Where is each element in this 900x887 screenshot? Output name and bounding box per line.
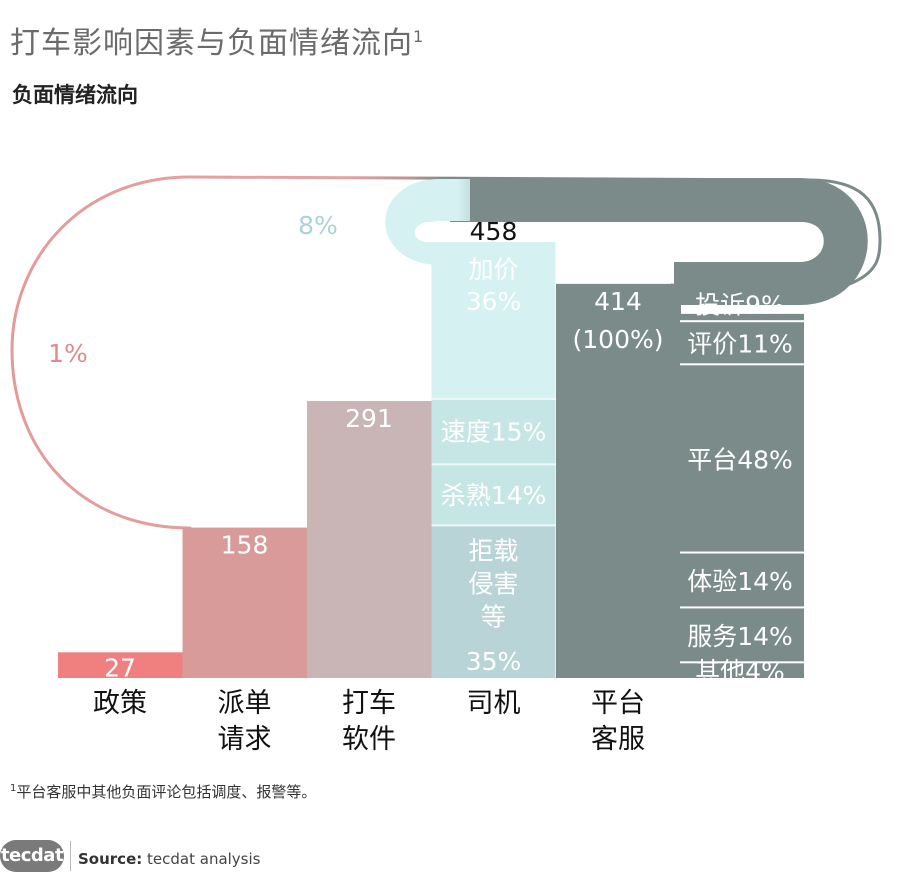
footer-divider: [70, 841, 71, 871]
platform-segment-label-6: 投诉9%: [695, 291, 785, 320]
bar-2: [182, 527, 308, 678]
source-label: Source:: [78, 850, 143, 868]
flow-label-driver: 8%: [298, 211, 338, 240]
driver-segment-label-1-line-2: 侵害: [468, 569, 518, 598]
footnote-mark: 1: [10, 783, 17, 794]
category-label-3-line-1: 打车: [342, 688, 396, 719]
driver-separator-2: [431, 463, 556, 466]
footer: tecdat Source: tecdat analysis: [0, 835, 900, 879]
value-label-1: 27: [104, 653, 136, 682]
bar-3: [307, 400, 432, 678]
driver-segment-label-2: 杀熟14%: [441, 481, 547, 510]
platform-separator-1: [680, 661, 804, 664]
category-label-5-line-2: 客服: [591, 724, 645, 755]
category-label-3-line-2: 软件: [342, 724, 396, 755]
platform-separator-2: [680, 606, 804, 609]
flow-label-policy: 1%: [48, 339, 88, 368]
platform-segment-label-2: 服务14%: [687, 622, 793, 651]
platform-flow-band: [450, 178, 868, 305]
category-label-1: 政策: [93, 688, 147, 719]
driver-segment-label-1-line-3: 等: [481, 602, 506, 631]
category-label-5-line-1: 平台: [591, 688, 645, 719]
platform-breakdown-column: [680, 313, 804, 678]
loop-inner-space: [414, 222, 823, 262]
platform-segment-label-1: 其他4%: [695, 657, 785, 686]
flow-bar-chart: 其他4% 服务14% 体验14% 平台48% 评价11% 投诉9% 27 158 291 458 4…: [10, 175, 882, 755]
chart-title: 打车影响因素与负面情绪流向1: [10, 26, 425, 61]
value-label-4: 458: [470, 217, 518, 246]
chart-subtitle: 负面情绪流向: [12, 83, 138, 107]
driver-separator-1: [431, 524, 556, 527]
source-line: Source: tecdat analysis: [78, 850, 260, 868]
category-label-5: 平台客服: [591, 688, 645, 755]
bar-1: [58, 652, 183, 678]
category-label-4: 司机: [467, 688, 521, 719]
bar-5: [556, 283, 681, 678]
category-label-4-line-1: 司机: [467, 688, 521, 719]
driver-segment-1: [431, 525, 556, 678]
title-footnote-mark: 1: [413, 27, 425, 46]
platform-segment-label-5: 评价11%: [687, 330, 793, 359]
driver-separator-3: [431, 397, 556, 400]
platform-segment-label-3: 体验14%: [687, 567, 793, 596]
platform-separator-5: [680, 320, 804, 323]
value-label-3: 291: [345, 404, 393, 433]
driver-segment-label-1-line-1: 拒载: [468, 536, 518, 565]
platform-segment-label-4: 平台48%: [687, 445, 793, 474]
category-label-2-line-2: 请求: [218, 724, 272, 755]
value-label-2: 158: [221, 531, 269, 560]
driver-segment-pct-1: 35%: [466, 647, 522, 676]
driver-segment-2: [431, 464, 556, 526]
driver-segment-label-3: 速度15%: [441, 418, 547, 447]
platform-separator-3: [680, 551, 804, 554]
policy-flow-thin: [10, 175, 882, 530]
platform-share-label: (100%): [573, 325, 664, 354]
tecdat-logo: tecdat: [0, 840, 64, 872]
category-label-1-line-1: 政策: [93, 688, 147, 719]
driver-segment-3: [431, 398, 556, 465]
driver-segment-label-4: 加价: [468, 255, 518, 284]
category-label-2-line-1: 派单: [218, 688, 272, 719]
platform-separator-4: [680, 363, 804, 366]
source-text: tecdat analysis: [147, 850, 261, 868]
value-label-5: 414: [594, 287, 642, 316]
driver-segment-pct-4: 36%: [466, 287, 522, 316]
footnote: 1平台客服中其他负面评论包括调度、报警等。: [10, 783, 317, 801]
driver-segment-4: [431, 242, 556, 399]
